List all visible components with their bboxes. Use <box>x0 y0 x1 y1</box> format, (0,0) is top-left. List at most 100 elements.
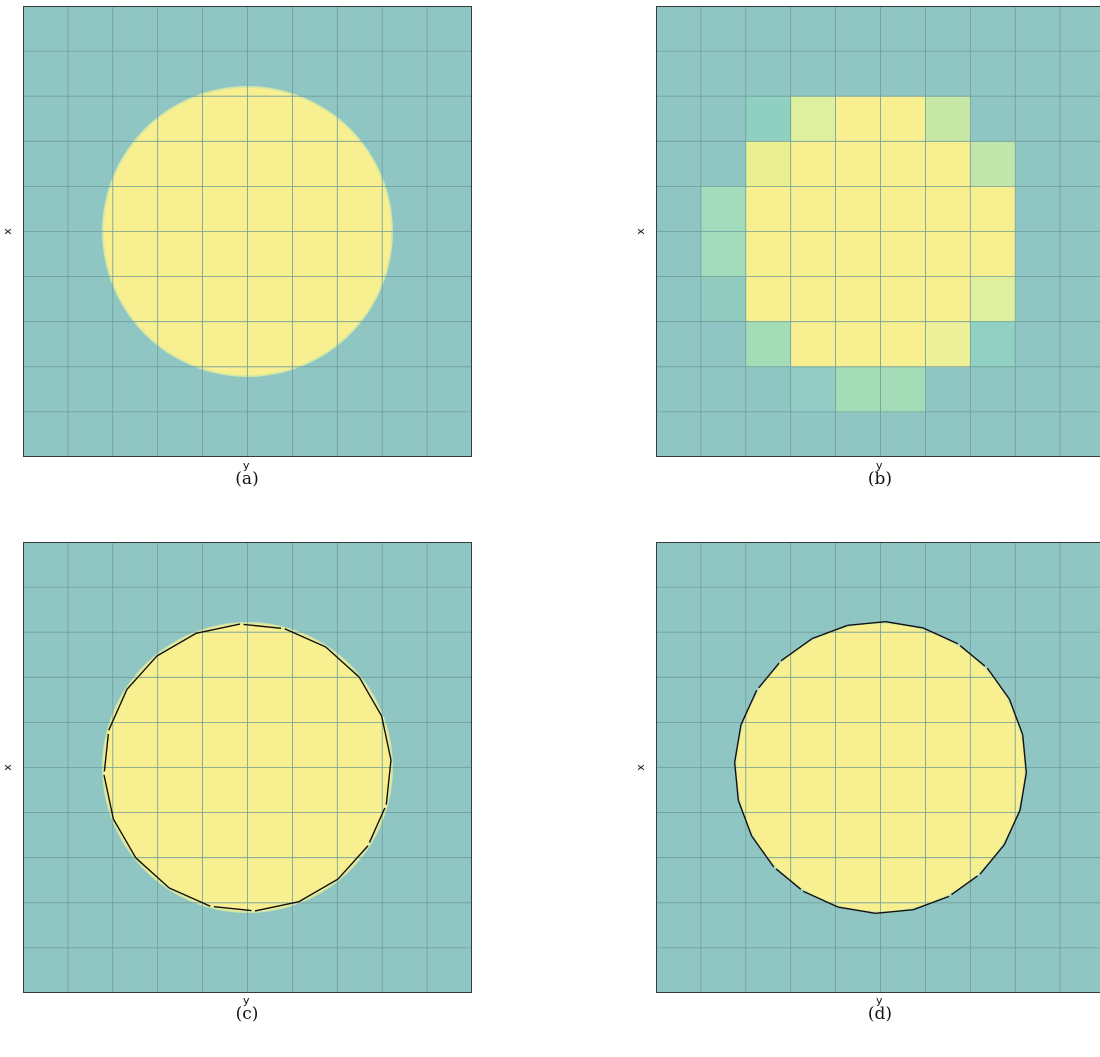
boundary-segment <box>380 715 392 761</box>
boundary-segment <box>885 620 924 629</box>
grid-cell <box>745 231 792 278</box>
panel-a-caption: (a) <box>235 469 259 489</box>
grid-cell <box>700 186 747 232</box>
grid-cell <box>925 276 971 323</box>
boundary-segment <box>758 662 780 689</box>
boundary-segment <box>385 759 392 805</box>
grid-cell <box>970 231 1016 278</box>
boundary-segment <box>213 905 252 912</box>
panel-c <box>23 542 472 993</box>
boundary-segment <box>126 655 158 690</box>
panel-d-caption: (d) <box>867 1004 893 1024</box>
grid-cell <box>790 96 837 142</box>
boundary-segment <box>740 689 758 726</box>
boundary-segment <box>103 733 110 772</box>
boundary-segment <box>802 890 839 908</box>
boundary-segment <box>1003 809 1021 846</box>
panel-b-plot <box>656 6 1100 457</box>
panel-a-y-axis-label: y <box>243 459 250 472</box>
grid-cell <box>835 276 881 323</box>
boundary-segment <box>112 818 137 859</box>
grid-cell <box>925 231 971 278</box>
grid-cell <box>835 186 881 232</box>
frame <box>656 542 1100 993</box>
grid-cell <box>745 186 792 232</box>
grid-cell <box>790 276 837 323</box>
grid-cell <box>880 321 926 368</box>
grid-cell <box>835 231 881 278</box>
grid-cell <box>970 276 1016 323</box>
grid-cell <box>925 141 971 187</box>
grid-cell <box>790 321 837 368</box>
panel-b-x-axis-label: x <box>633 228 647 235</box>
boundary-segment <box>108 688 128 731</box>
panel-c-plot <box>23 542 472 993</box>
grid-cell <box>835 141 881 187</box>
panel-a-x-axis-label: x <box>0 228 14 235</box>
boundary-segment <box>337 845 369 880</box>
grid-cell <box>880 276 926 323</box>
grid-cell <box>745 96 792 142</box>
boundary-segment <box>775 868 802 890</box>
panel-d-y-axis-label: y <box>876 994 883 1007</box>
grid-cell <box>880 186 926 232</box>
grid-cell <box>970 141 1016 187</box>
boundary-segment <box>368 807 386 843</box>
boundary-segment <box>168 887 211 907</box>
grid-cell <box>925 321 971 368</box>
grid-cell <box>790 141 837 187</box>
panel-c-y-axis-label: y <box>243 994 250 1007</box>
boundary-segment <box>737 800 753 837</box>
panel-d <box>656 542 1100 993</box>
panel-d-x-axis-label: x <box>633 764 647 771</box>
boundary-segment <box>325 646 360 678</box>
boundary-segment <box>733 724 742 763</box>
boundary-segment <box>751 835 775 868</box>
grid-cell <box>880 96 926 142</box>
frame <box>23 542 472 993</box>
grid-cell <box>880 141 926 187</box>
boundary-segment <box>811 624 848 640</box>
boundary-segment <box>195 623 241 635</box>
grid-cell <box>745 276 792 323</box>
panel-a <box>23 6 472 457</box>
boundary-segment <box>254 900 300 912</box>
boundary-segment <box>979 844 1005 875</box>
panel-b-caption: (b) <box>867 469 893 489</box>
grid-cell <box>970 186 1016 232</box>
boundary-segment <box>135 857 170 889</box>
boundary-segment <box>358 676 383 717</box>
boundary-segment <box>733 762 740 801</box>
grid-cell <box>745 321 792 368</box>
grid-cell <box>700 231 747 278</box>
boundary-segment <box>1008 698 1024 735</box>
boundary-segment <box>243 623 282 630</box>
boundary-segment <box>298 878 339 903</box>
grid-cell <box>880 231 926 278</box>
boundary-segment <box>922 627 959 645</box>
boundary-segment <box>1019 772 1028 811</box>
grid-cell <box>835 96 881 142</box>
boundary-segment <box>986 667 1010 700</box>
frame <box>656 6 1100 457</box>
grid-cell <box>790 231 837 278</box>
grid-cell <box>970 321 1016 368</box>
grid-cell <box>790 366 837 413</box>
boundary-segment <box>847 620 886 627</box>
boundary-segment <box>837 906 876 915</box>
panel-c-x-axis-label: x <box>0 764 14 771</box>
panel-a-plot <box>23 6 472 457</box>
grid-cell <box>835 366 881 413</box>
grid-cell <box>925 186 971 232</box>
boundary-segment <box>959 645 986 667</box>
boundary-segment <box>103 774 115 820</box>
grid-cell <box>835 321 881 368</box>
grid-cell <box>925 96 971 142</box>
grid-cell <box>790 186 837 232</box>
frame <box>23 6 472 457</box>
grid-cell <box>745 141 792 187</box>
boundary-segment <box>156 632 197 657</box>
boundary-segment <box>284 628 327 648</box>
boundary-segment <box>951 875 978 896</box>
panel-b <box>656 6 1100 457</box>
